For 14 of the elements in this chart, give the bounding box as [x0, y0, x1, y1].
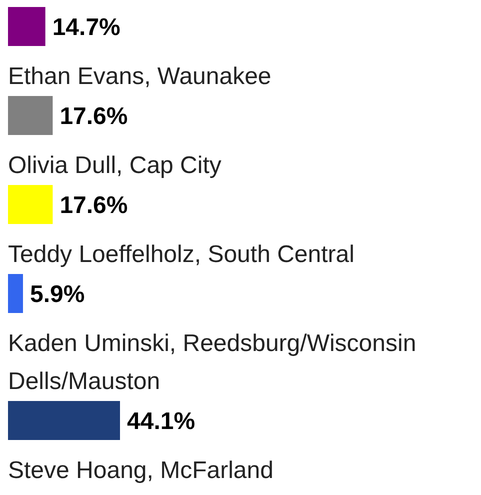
y-tick-label: Teddy Loeffelholz, South Central	[8, 241, 354, 268]
bar	[8, 185, 53, 224]
y-tick-label: Kaden Uminski, Reedsburg/Wisconsin Dells/Mauston	[8, 330, 416, 395]
data-label: 17.6%	[60, 192, 128, 219]
data-label: 14.7%	[52, 14, 120, 41]
bar	[8, 96, 53, 135]
data-label: 44.1%	[127, 408, 196, 435]
bar	[8, 7, 46, 46]
bar	[8, 274, 23, 313]
y-tick-label: Ethan Evans, Waunakee	[8, 63, 272, 90]
data-label: 5.9%	[30, 281, 85, 308]
y-tick-label: Steve Hoang, McFarland	[8, 457, 274, 484]
y-tick-label: Olivia Dull, Cap City	[8, 152, 222, 179]
data-label: 17.6%	[60, 103, 128, 130]
